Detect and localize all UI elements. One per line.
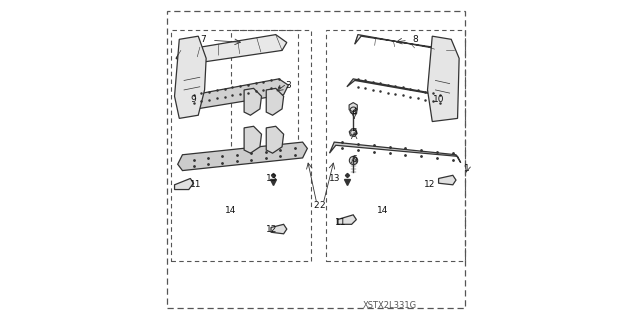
Text: 1: 1 — [464, 165, 470, 174]
Polygon shape — [438, 175, 456, 185]
Polygon shape — [178, 142, 307, 171]
Text: 4: 4 — [351, 108, 357, 117]
Text: 13: 13 — [266, 174, 278, 183]
Polygon shape — [266, 88, 284, 115]
Text: 2: 2 — [313, 201, 319, 210]
Polygon shape — [176, 34, 287, 65]
Polygon shape — [330, 142, 461, 163]
Polygon shape — [178, 79, 289, 110]
Polygon shape — [244, 88, 262, 115]
Text: 14: 14 — [225, 206, 237, 215]
Polygon shape — [355, 34, 458, 58]
Text: 9: 9 — [191, 95, 196, 104]
Polygon shape — [428, 36, 459, 122]
Text: 7: 7 — [200, 35, 206, 44]
Text: 14: 14 — [377, 206, 388, 215]
Polygon shape — [175, 36, 206, 118]
Text: 12: 12 — [424, 180, 436, 189]
Polygon shape — [266, 126, 284, 153]
Text: 10: 10 — [433, 95, 444, 104]
Text: 2: 2 — [319, 201, 325, 210]
Text: 6: 6 — [351, 155, 357, 164]
Text: 5: 5 — [351, 128, 357, 137]
Text: XSTX2L331G: XSTX2L331G — [362, 301, 417, 310]
Polygon shape — [337, 215, 356, 224]
Polygon shape — [175, 178, 193, 189]
Text: 12: 12 — [266, 225, 278, 234]
Polygon shape — [347, 79, 448, 103]
Text: 13: 13 — [330, 174, 341, 183]
Polygon shape — [271, 224, 287, 234]
Text: 11: 11 — [190, 180, 202, 189]
Text: 8: 8 — [412, 35, 418, 44]
Text: 11: 11 — [335, 218, 347, 227]
Polygon shape — [244, 126, 262, 153]
Text: 3: 3 — [285, 81, 291, 90]
